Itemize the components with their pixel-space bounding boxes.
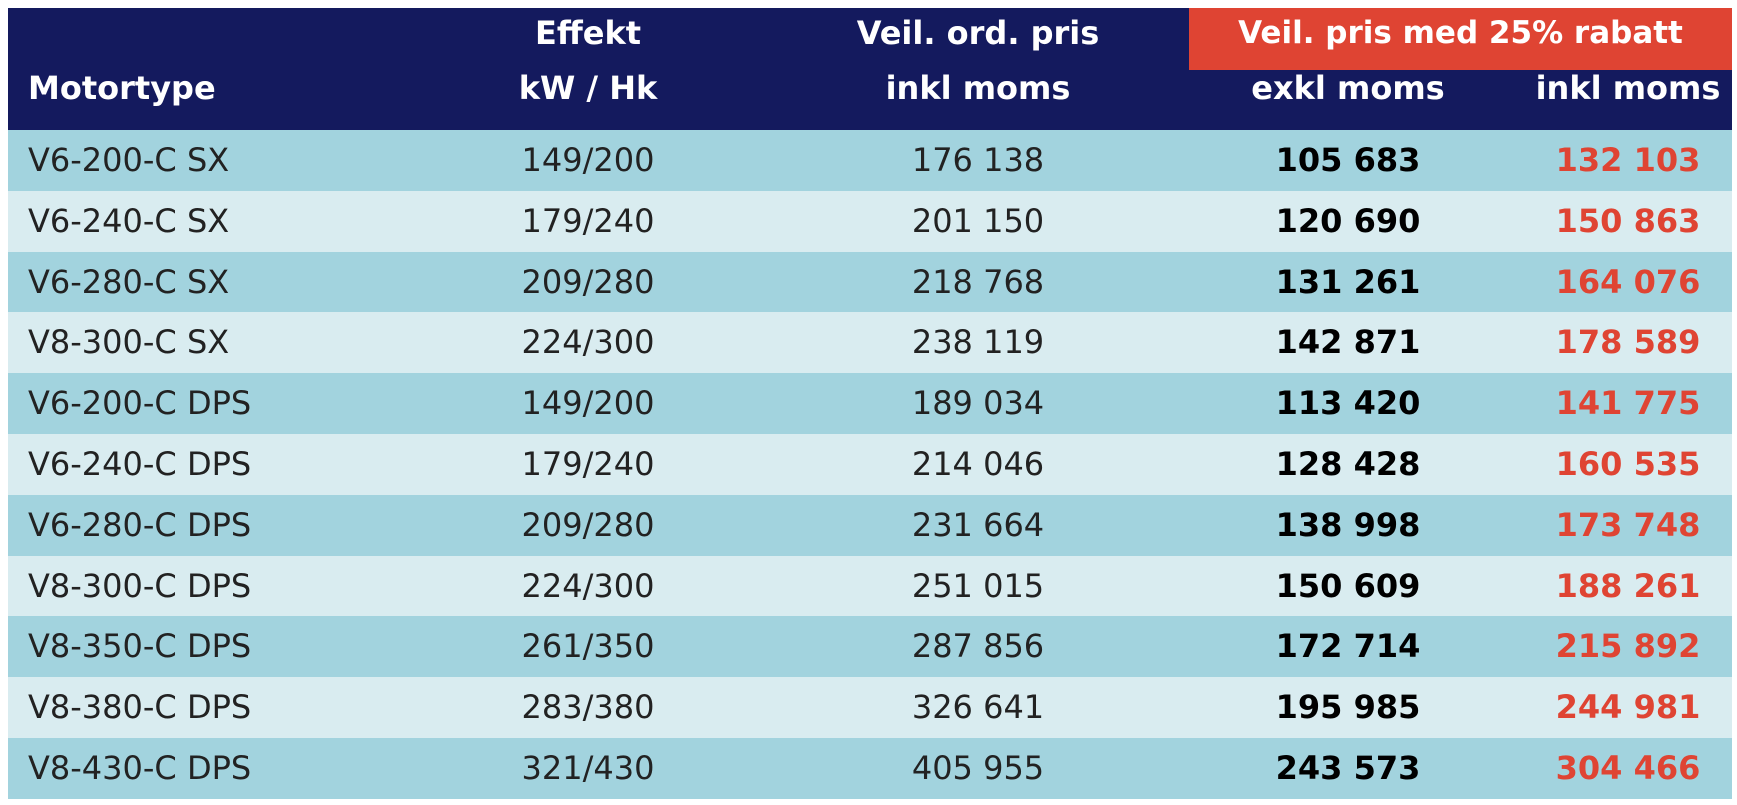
ordinary-price-cell: 189 034 [911, 384, 1045, 423]
discount-exkl-cell: 105 683 [1275, 141, 1421, 179]
exkl-vat-header: exkl moms [1251, 69, 1445, 107]
effect-cell: 321/430 [521, 748, 655, 787]
ordinary-price-cell: 218 768 [911, 262, 1045, 301]
motortype-header: Motortype [28, 69, 216, 107]
inkl-vat-header: inkl moms [1535, 69, 1721, 107]
motor-type-cell: V8-300-C DPS [28, 566, 252, 605]
discount-exkl-cell: 138 998 [1275, 505, 1421, 544]
discount-inkl-cell: 188 261 [1555, 566, 1701, 605]
discount-inkl-cell: 215 892 [1555, 627, 1701, 666]
discount-exkl-cell: 131 261 [1275, 262, 1421, 301]
discount-banner [1189, 8, 1732, 70]
table-row: V8-300-C SX 224/300 238 119 142 871 178 589 [8, 312, 1732, 374]
table-row: V8-430-C DPS 321/430 405 955 243 573 304 466 [8, 737, 1732, 799]
discount-inkl-cell: 132 103 [1555, 141, 1701, 179]
table-body: V6-200-C SX 149/200 176 138 105 683 132 103 V… [8, 130, 1732, 799]
discount-exkl-cell: 150 609 [1275, 566, 1421, 605]
discount-exkl-cell: 128 428 [1275, 444, 1421, 483]
table-row: V6-200-C SX 149/200 176 138 105 683 132 103 [8, 130, 1732, 191]
motor-type-cell: V8-430-C DPS [28, 748, 252, 787]
discount-inkl-cell: 304 466 [1555, 748, 1701, 787]
motor-type-cell: V6-200-C SX [28, 141, 230, 179]
table-row: V8-300-C DPS 224/300 251 015 150 609 188 261 [8, 555, 1732, 617]
effect-cell: 179/240 [521, 201, 655, 240]
ordinary-price-cell: 201 150 [911, 201, 1045, 240]
effect-cell: 209/280 [521, 262, 655, 301]
motor-type-cell: V6-280-C SX [28, 262, 230, 301]
discount-exkl-cell: 243 573 [1275, 748, 1421, 787]
ordinary-price-vat-header: inkl moms [885, 69, 1071, 107]
effect-cell: 149/200 [521, 141, 655, 179]
effect-unit-header: kW / Hk [518, 69, 658, 107]
ordinary-price-cell: 238 119 [911, 323, 1045, 362]
discount-price-header: Veil. pris med 25% rabatt [1238, 15, 1683, 51]
effect-cell: 209/280 [521, 505, 655, 544]
discount-inkl-cell: 150 863 [1555, 201, 1701, 240]
table-row: V6-280-C SX 209/280 218 768 131 261 164 076 [8, 251, 1732, 313]
motor-type-cell: V6-240-C SX [28, 201, 230, 240]
table-row: V8-380-C DPS 283/380 326 641 195 985 244 981 [8, 677, 1732, 738]
table-header: Motortype Effekt kW / Hk Veil. ord. pris… [8, 8, 1732, 130]
table-row: V6-240-C DPS 179/240 214 046 128 428 160 535 [8, 433, 1732, 495]
discount-inkl-cell: 173 748 [1555, 505, 1701, 544]
discount-inkl-cell: 141 775 [1555, 384, 1701, 423]
discount-exkl-cell: 142 871 [1275, 323, 1421, 362]
effect-cell: 261/350 [521, 627, 655, 666]
discount-exkl-cell: 172 714 [1275, 627, 1421, 666]
ordinary-price-cell: 405 955 [911, 748, 1045, 787]
motor-type-cell: V8-380-C DPS [28, 688, 252, 727]
discount-exkl-cell: 113 420 [1275, 384, 1421, 423]
table-row: V6-280-C DPS 209/280 231 664 138 998 173 748 [8, 494, 1732, 556]
effect-cell: 224/300 [521, 566, 655, 605]
effect-cell: 179/240 [521, 444, 655, 483]
motor-type-cell: V8-350-C DPS [28, 627, 252, 666]
ordinary-price-cell: 231 664 [911, 505, 1045, 544]
ordinary-price-cell: 251 015 [911, 566, 1045, 605]
table-row: V6-240-C SX 179/240 201 150 120 690 150 863 [8, 190, 1732, 252]
discount-exkl-cell: 195 985 [1275, 688, 1421, 727]
discount-exkl-cell: 120 690 [1275, 201, 1421, 240]
motor-type-cell: V8-300-C SX [28, 323, 230, 362]
ordinary-price-header: Veil. ord. pris [856, 14, 1100, 52]
ordinary-price-cell: 176 138 [911, 141, 1045, 179]
effect-header: Effekt [534, 14, 642, 52]
discount-inkl-cell: 164 076 [1555, 262, 1701, 301]
ordinary-price-cell: 326 641 [911, 688, 1045, 727]
effect-cell: 283/380 [521, 688, 655, 727]
discount-inkl-cell: 244 981 [1555, 688, 1701, 727]
discount-inkl-cell: 160 535 [1555, 444, 1701, 483]
motor-type-cell: V6-280-C DPS [28, 505, 252, 544]
price-table: Motortype Effekt kW / Hk Veil. ord. pris… [8, 8, 1732, 799]
table-row: V8-350-C DPS 261/350 287 856 172 714 215 892 [8, 616, 1732, 678]
ordinary-price-cell: 214 046 [911, 444, 1045, 483]
ordinary-price-cell: 287 856 [911, 627, 1045, 666]
table-row: V6-200-C DPS 149/200 189 034 113 420 141 775 [8, 373, 1732, 434]
motor-type-cell: V6-240-C DPS [28, 444, 252, 483]
effect-cell: 149/200 [521, 384, 655, 423]
motor-type-cell: V6-200-C DPS [28, 384, 252, 423]
effect-cell: 224/300 [521, 323, 655, 362]
discount-inkl-cell: 178 589 [1555, 323, 1701, 362]
